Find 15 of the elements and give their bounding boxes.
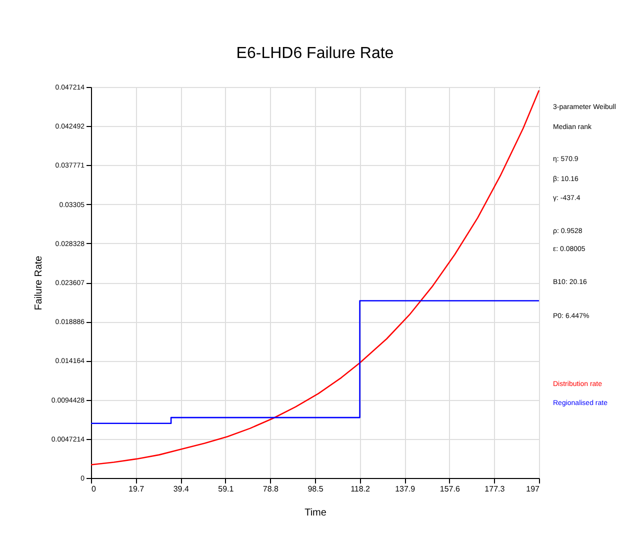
- x-axis-title: Time: [304, 508, 327, 518]
- x-tick-label: 157.6: [440, 484, 460, 494]
- x-tick-label: 39.4: [173, 484, 190, 494]
- x-tick-label: 118.2: [350, 484, 371, 494]
- y-axis-title: Failure Rate: [33, 255, 44, 310]
- x-tick-label: 177.3: [484, 484, 506, 494]
- line-series: [90, 90, 540, 466]
- x-tick-label: 98.5: [308, 484, 324, 494]
- x-tick-label: 197: [526, 484, 540, 494]
- chart-title: E6-LHD6 Failure Rate: [236, 45, 394, 62]
- x-tick-label: 59.1: [218, 484, 234, 494]
- x-tick-label: 0: [92, 484, 96, 494]
- x-tick-label: 137.9: [395, 484, 416, 494]
- x-tick-label: 78.8: [262, 484, 280, 494]
- x-tick-label: 19.7: [128, 484, 145, 494]
